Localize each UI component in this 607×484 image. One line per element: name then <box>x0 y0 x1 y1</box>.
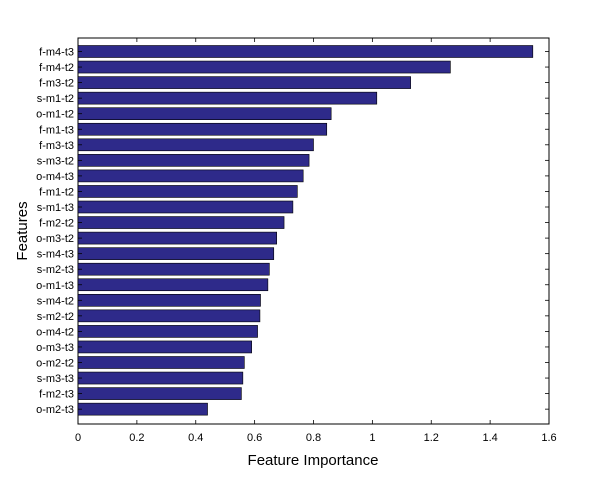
y-tick-label: o-m1-t2 <box>36 109 74 121</box>
x-tick-label: 0.4 <box>188 432 203 444</box>
x-tick-group: 0 0.2 0.4 0.6 0.8 1 1.2 1.4 1.6 <box>75 38 557 444</box>
x-tick-label: 0.8 <box>306 432 321 444</box>
y-axis-title: Features <box>14 201 31 260</box>
y-tick-label: f-m3-t3 <box>39 140 74 152</box>
x-tick-label: 1 <box>369 432 375 444</box>
bar-f-m1-t2 <box>77 185 298 198</box>
bar-o-m1-t2 <box>77 107 332 120</box>
y-tick-label: o-m3-t3 <box>36 342 74 354</box>
bar-f-m1-t3 <box>77 122 328 136</box>
x-tick-label: 0.2 <box>129 432 144 444</box>
x-axis-title: Feature Importance <box>248 452 379 469</box>
bar-o-m4-t3 <box>77 169 304 183</box>
bar-s-m1-t2 <box>77 91 378 105</box>
y-tick-label: f-m4-t2 <box>39 62 74 74</box>
x-tick-label: 1.4 <box>482 432 497 444</box>
y-tick-label: f-m2-t3 <box>39 389 74 401</box>
y-tick-label: s-m2-t2 <box>37 311 74 323</box>
x-tick-label: 1.6 <box>541 432 556 444</box>
y-tick-label: s-m2-t3 <box>37 264 74 276</box>
bar-s-m3-t2 <box>77 154 310 167</box>
bar-f-m2-t2 <box>77 216 285 229</box>
y-tick-label: s-m1-t3 <box>37 202 74 214</box>
y-tick-label: o-m4-t2 <box>36 326 74 338</box>
x-tick-label: 1.2 <box>424 432 439 444</box>
bar-f-m3-t2 <box>77 76 411 89</box>
y-tick-label: s-m4-t3 <box>37 249 74 261</box>
bar-s-m4-t3 <box>77 247 275 260</box>
y-tick-label: s-m3-t2 <box>37 155 74 167</box>
bar-f-m4-t2 <box>77 60 451 74</box>
bar-o-m1-t3 <box>77 278 269 292</box>
y-tick-label: o-m1-t3 <box>36 280 74 292</box>
bar-o-m2-t2 <box>77 356 245 369</box>
bar-o-m3-t2 <box>77 231 278 245</box>
bar-s-m3-t3 <box>77 371 244 385</box>
bar-o-m4-t2 <box>77 325 258 338</box>
x-tick-label: 0.6 <box>247 432 262 444</box>
y-tick-label: f-m4-t3 <box>39 47 74 59</box>
x-tick-label: 0 <box>75 432 81 444</box>
bar-f-m4-t3 <box>77 45 534 58</box>
bar-f-m2-t3 <box>77 387 242 400</box>
y-tick-label: s-m1-t2 <box>37 93 74 105</box>
y-tick-label: f-m2-t2 <box>39 218 74 230</box>
y-tick-label: o-m2-t3 <box>36 404 74 416</box>
y-tick-label: o-m3-t2 <box>36 233 74 245</box>
bar-s-m4-t2 <box>77 293 261 307</box>
bar-s-m1-t3 <box>77 200 294 214</box>
y-tick-label: o-m4-t3 <box>36 171 74 183</box>
bar-s-m2-t2 <box>77 309 261 323</box>
bar-s-m2-t3 <box>77 262 270 276</box>
y-tick-label: f-m3-t2 <box>39 78 74 90</box>
y-tick-label: o-m2-t2 <box>36 358 74 370</box>
bar-o-m2-t3 <box>77 402 208 416</box>
y-tick-label: f-m1-t2 <box>39 186 74 198</box>
y-tick-group: f-m4-t3 f-m4-t2 f-m3-t2 s-m1-t2 o-m1-t2 f-m1-… <box>36 47 549 416</box>
y-tick-label: s-m4-t2 <box>37 295 74 307</box>
y-tick-label: f-m1-t3 <box>39 124 74 136</box>
bar-f-m3-t3 <box>77 138 314 152</box>
bars-group <box>77 45 534 416</box>
bar-o-m3-t3 <box>77 340 252 354</box>
y-tick-label: s-m3-t3 <box>37 373 74 385</box>
